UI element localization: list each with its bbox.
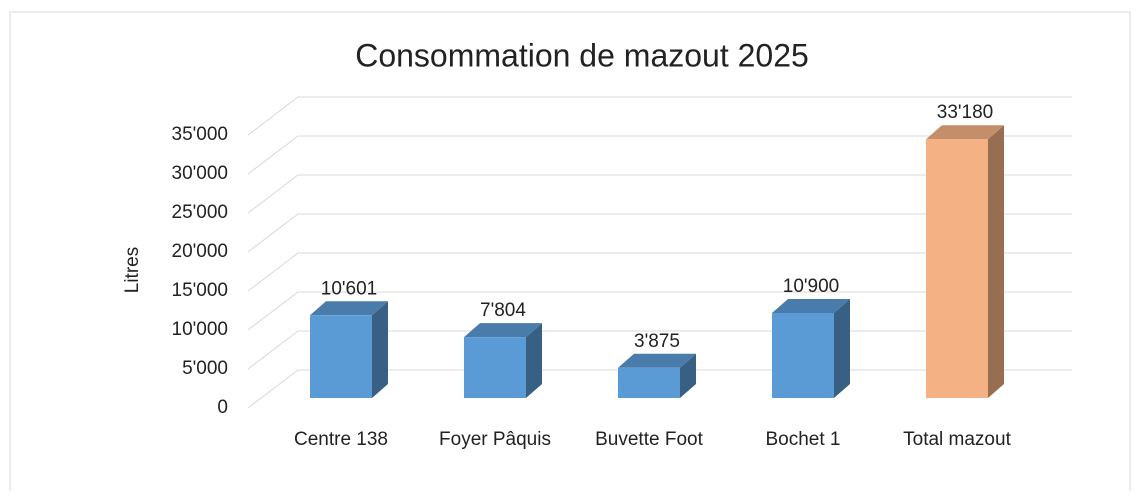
y-tick-label: 10'000 (172, 319, 228, 340)
bar-front (772, 312, 834, 398)
bar-top (618, 353, 696, 368)
bar-side (372, 301, 388, 398)
grid-line (247, 252, 1072, 292)
y-tick-label: 25'000 (172, 202, 228, 223)
bar-top (772, 298, 850, 313)
bar-front (618, 367, 680, 398)
x-tick-label: Bochet 1 (766, 429, 841, 450)
y-tick-label: 20'000 (172, 241, 228, 262)
bar-side (680, 353, 696, 398)
y-axis-title: Litres (122, 247, 143, 293)
bar-top (926, 125, 1004, 140)
y-tick-label: 15'000 (172, 280, 228, 301)
bar-front (310, 315, 372, 398)
bar-side (526, 323, 542, 398)
bar (926, 125, 1004, 399)
bar-top (310, 301, 388, 316)
bar-top (464, 323, 542, 338)
grid-line (247, 96, 1072, 136)
grid-line (247, 135, 1072, 175)
y-tick-label: 35'000 (172, 124, 228, 145)
bar-front (464, 337, 526, 398)
data-label: 10'601 (321, 278, 377, 299)
x-tick-label: Foyer Pâquis (439, 429, 551, 450)
y-tick-label: 0 (217, 397, 228, 418)
y-tick-label: 30'000 (172, 163, 228, 184)
data-label: 33'180 (937, 102, 993, 123)
bar-side (988, 125, 1004, 399)
bar (464, 323, 542, 398)
data-label: 3'875 (634, 331, 680, 352)
x-tick-label: Buvette Foot (595, 429, 703, 450)
data-label: 7'804 (480, 300, 526, 321)
grid-line (247, 213, 1072, 253)
bar-front (926, 139, 988, 399)
x-tick-label: Total mazout (903, 429, 1011, 450)
bar (618, 353, 696, 398)
y-tick-label: 5'000 (182, 358, 228, 379)
bar-side (834, 298, 850, 398)
grid-line (247, 291, 1072, 331)
bar (310, 301, 388, 398)
data-label: 10'900 (783, 276, 839, 297)
x-tick-label: Centre 138 (294, 429, 388, 450)
grid-line (247, 174, 1072, 214)
chart-title: Consommation de mazout 2025 (355, 37, 809, 73)
bar (772, 298, 850, 398)
